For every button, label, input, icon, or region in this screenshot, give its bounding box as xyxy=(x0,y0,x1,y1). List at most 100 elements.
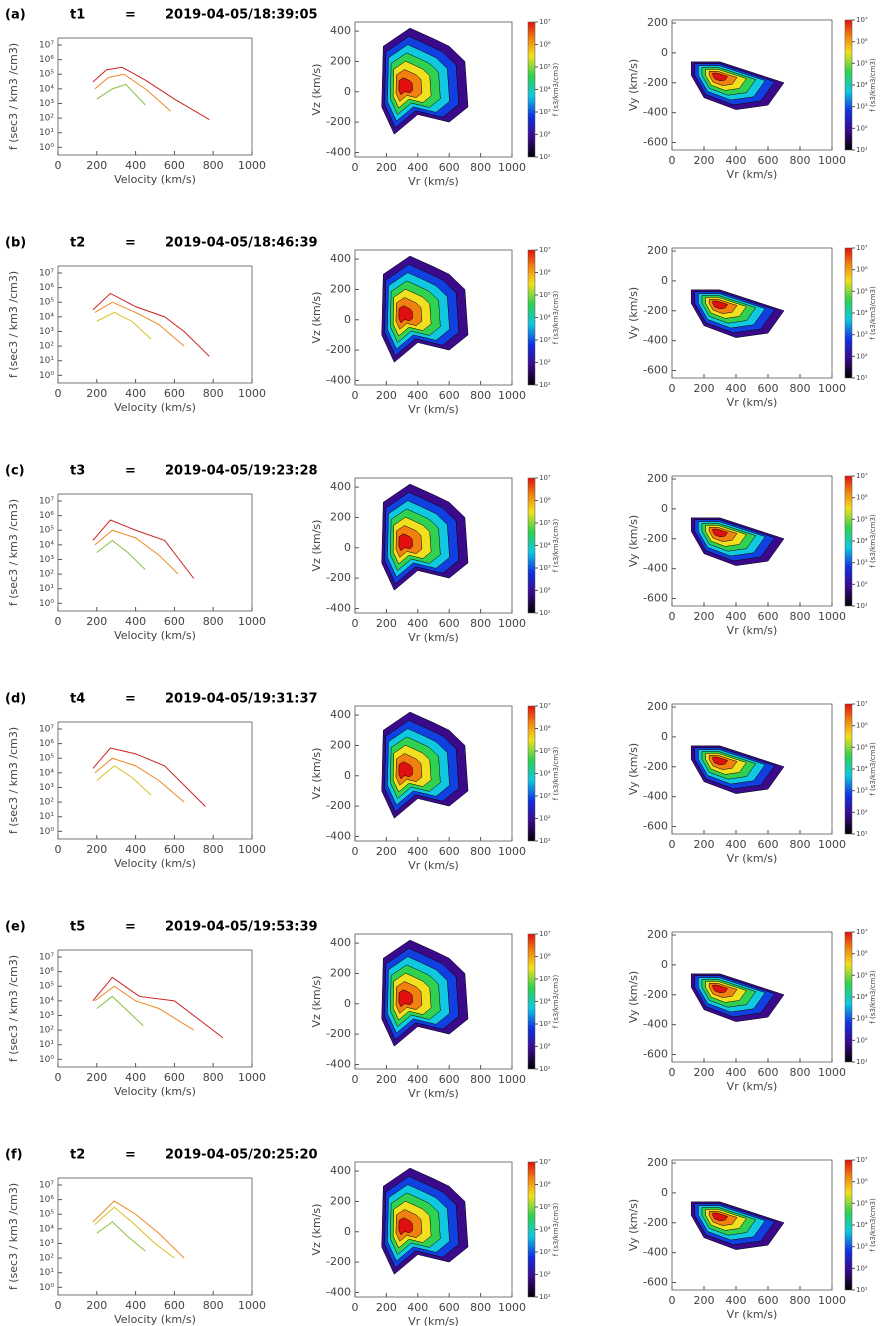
colorbar-tick-label: 10⁵ xyxy=(856,59,868,67)
y-axis-label: Vz (km/s) xyxy=(310,292,323,344)
x-axis-label: Vr (km/s) xyxy=(408,403,459,416)
y-tick-label: 10² xyxy=(39,798,54,808)
x-tick-label: 0 xyxy=(669,1066,676,1079)
y-tick-label: 0 xyxy=(344,85,351,98)
y-tick-label: 10³ xyxy=(39,327,54,337)
y-tick-label: 400 xyxy=(330,708,351,721)
x-tick-label: 1000 xyxy=(498,1073,526,1086)
x-tick-label: 600 xyxy=(164,843,185,856)
colorbar-tick-label: 10⁵ xyxy=(539,1203,551,1211)
y-tick-label: -600 xyxy=(643,820,668,833)
x-tick-label: 0 xyxy=(55,159,62,172)
x-tick-label: 800 xyxy=(203,387,224,400)
colorbar-tick-label: 10¹ xyxy=(539,381,551,389)
colorbar-tick-label: 10⁶ xyxy=(856,266,868,274)
x-tick-label: 1000 xyxy=(818,382,846,395)
y-tick-label: 10⁶ xyxy=(39,55,54,65)
colorbar-tick-label: 10⁷ xyxy=(539,930,551,938)
plot-frame xyxy=(671,1159,833,1291)
y-tick-label: 200 xyxy=(330,966,351,979)
x-tick-label: 1000 xyxy=(818,154,846,167)
time-name: t3 xyxy=(70,464,85,479)
x-tick-label: 1000 xyxy=(238,387,266,400)
x-axis-label: Vr (km/s) xyxy=(408,175,459,188)
plot-frame xyxy=(354,249,513,386)
contour-level xyxy=(712,528,728,538)
x-tick-label: 400 xyxy=(726,610,747,623)
colorbar-tick-label: 10⁴ xyxy=(856,993,868,1001)
y-tick-label: -400 xyxy=(326,145,351,158)
x-tick-label: 200 xyxy=(86,1299,107,1312)
plot-frame xyxy=(354,705,513,842)
colorbar-tick-label: 10⁶ xyxy=(856,38,868,46)
x-tick-label: 200 xyxy=(376,617,397,630)
plot-frame xyxy=(671,475,833,607)
x-axis-label: Vr (km/s) xyxy=(727,852,778,865)
plot-frame xyxy=(354,477,513,614)
time-name: t4 xyxy=(70,692,85,707)
colorbar xyxy=(527,1161,536,1298)
y-axis-label: Vy (km/s) xyxy=(627,1199,640,1251)
equals: = xyxy=(125,692,136,707)
x-tick-label: 200 xyxy=(376,1073,397,1086)
time-stamp: 2019-04-05/19:23:28 xyxy=(165,464,318,479)
contour-level xyxy=(712,984,728,994)
curve xyxy=(92,66,210,120)
y-tick-label: 10³ xyxy=(39,1239,54,1249)
colorbar-tick-label: 10⁶ xyxy=(539,41,551,49)
y-tick-label: -200 xyxy=(326,1027,351,1040)
curve xyxy=(94,529,179,575)
y-tick-label: 200 xyxy=(647,16,668,29)
x-tick-label: 0 xyxy=(352,845,359,858)
y-tick-label: -400 xyxy=(643,1246,668,1259)
x-tick-label: 800 xyxy=(470,845,491,858)
colorbar-tick-label: 10⁵ xyxy=(539,291,551,299)
x-tick-label: 600 xyxy=(758,382,779,395)
curve xyxy=(96,311,152,340)
y-tick-label: 200 xyxy=(647,928,668,941)
y-tick-label: 10⁵ xyxy=(39,982,54,992)
colorbar-tick-label: 10⁷ xyxy=(539,474,551,482)
colorbar-tick-label: 10³ xyxy=(856,1243,868,1251)
colorbar-label: f (s3/km3/cm3) xyxy=(552,291,560,345)
y-tick-label: 10⁵ xyxy=(39,754,54,764)
contour-level xyxy=(398,989,413,1008)
x-tick-label: 600 xyxy=(439,845,460,858)
y-tick-label: 200 xyxy=(330,282,351,295)
y-tick-label: 200 xyxy=(647,700,668,713)
colorbar-tick-label: 10⁶ xyxy=(856,1178,868,1186)
colorbar-tick-label: 10⁵ xyxy=(539,747,551,755)
time-stamp: 2019-04-05/20:25:20 xyxy=(165,1148,318,1163)
x-tick-label: 1000 xyxy=(818,610,846,623)
curve xyxy=(92,292,210,357)
colorbar-label: f (s3/km3/cm3) xyxy=(869,286,877,340)
curve xyxy=(92,519,195,579)
panel-label: (c) xyxy=(5,464,25,479)
colorbar-tick-label: 10¹ xyxy=(539,1065,551,1073)
colorbar-tick-label: 10² xyxy=(856,124,868,132)
colorbar-tick-label: 10⁶ xyxy=(856,494,868,502)
colorbar-label: f (s3/km3/cm3) xyxy=(552,63,560,117)
colorbar-tick-label: 10¹ xyxy=(856,830,868,838)
colorbar-tick-label: 10⁶ xyxy=(539,269,551,277)
colorbar xyxy=(527,21,536,158)
x-tick-label: 600 xyxy=(439,1073,460,1086)
y-tick-label: 0 xyxy=(344,769,351,782)
colorbar-tick-label: 10⁴ xyxy=(856,309,868,317)
x-tick-label: 0 xyxy=(669,610,676,623)
x-tick-label: 800 xyxy=(790,382,811,395)
curve xyxy=(94,757,185,803)
curve xyxy=(94,1206,175,1259)
x-tick-label: 200 xyxy=(376,845,397,858)
colorbar-tick-label: 10⁴ xyxy=(539,314,551,322)
x-tick-label: 200 xyxy=(694,838,715,851)
y-tick-label: 10⁰ xyxy=(39,827,54,837)
curve xyxy=(96,995,144,1027)
x-tick-label: 1000 xyxy=(818,1294,846,1307)
x-tick-label: 800 xyxy=(470,389,491,402)
y-tick-label: -200 xyxy=(326,115,351,128)
colorbar-tick-label: 10⁶ xyxy=(539,725,551,733)
colorbar-tick-label: 10³ xyxy=(856,103,868,111)
y-axis-label: Vz (km/s) xyxy=(310,748,323,800)
